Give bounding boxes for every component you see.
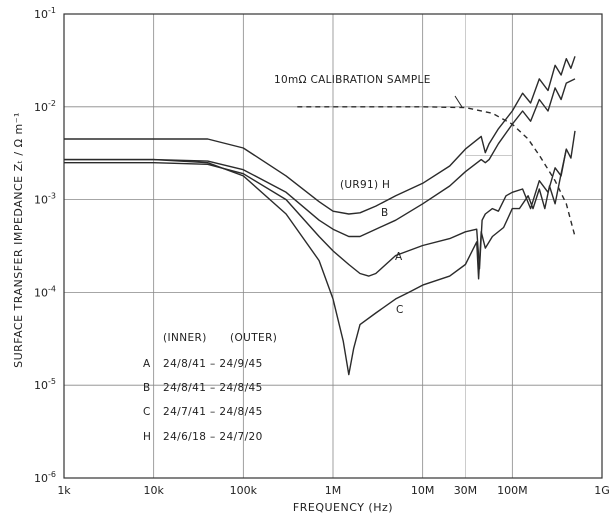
legend-key: A bbox=[143, 358, 151, 370]
series-line-c bbox=[64, 148, 567, 376]
plot-border bbox=[63, 13, 603, 479]
series-line-b bbox=[64, 78, 576, 238]
series-line-h bbox=[64, 56, 576, 215]
x-tick-label: 10k bbox=[143, 484, 164, 497]
y-axis-label: SURFACE TRANSFER IMPEDANCE Zₜ / Ω m⁻¹ bbox=[12, 112, 25, 368]
legend-entry: 24/7/41 – 24/8/45 bbox=[163, 406, 263, 418]
x-axis-tick-labels: 1k 10k 100k 1M 10M 30M 100M 1G bbox=[57, 484, 609, 497]
y-tick-label: 10-5 bbox=[34, 377, 56, 392]
series-label-a: A bbox=[395, 251, 403, 263]
legend-entry: 24/8/41 – 24/8/45 bbox=[163, 382, 263, 394]
legend-entry: 24/8/41 – 24/9/45 bbox=[163, 358, 263, 370]
calibration-leader-line bbox=[454, 95, 463, 108]
legend-key: H bbox=[143, 431, 151, 443]
x-axis-label: FREQUENCY (Hz) bbox=[293, 501, 393, 514]
y-tick-label: 10-1 bbox=[34, 6, 56, 21]
plot-frame bbox=[63, 13, 603, 479]
y-tick-label: 10-4 bbox=[34, 284, 56, 299]
calibration-label: 10mΩ CALIBRATION SAMPLE bbox=[274, 74, 431, 86]
series-label-b: B bbox=[381, 207, 389, 219]
legend: (INNER) (OUTER) A 24/8/41 – 24/9/45 B 24… bbox=[143, 332, 277, 443]
x-tick-label: 30M bbox=[454, 484, 478, 497]
calibration-line bbox=[297, 106, 576, 237]
y-tick-label: 10-6 bbox=[34, 470, 56, 485]
x-tick-label: 10M bbox=[411, 484, 435, 497]
legend-key: C bbox=[143, 406, 151, 418]
y-tick-label: 10-2 bbox=[34, 99, 56, 114]
x-tick-label: 100k bbox=[230, 484, 258, 497]
legend-entry: 24/6/18 – 24/7/20 bbox=[163, 431, 263, 443]
y-tick-label: 10-3 bbox=[34, 192, 56, 207]
x-tick-label: 1k bbox=[57, 484, 71, 497]
legend-header-inner: (INNER) bbox=[163, 332, 207, 344]
series-label-h: (UR91) H bbox=[340, 179, 390, 191]
series-label-c: C bbox=[396, 304, 404, 316]
x-tick-label: 100M bbox=[497, 484, 528, 497]
legend-header-outer: (OUTER) bbox=[230, 332, 277, 344]
x-tick-label: 1M bbox=[325, 484, 342, 497]
series-line-a bbox=[64, 130, 576, 277]
legend-key: B bbox=[143, 382, 151, 394]
x-tick-label: 1G bbox=[594, 484, 610, 497]
y-axis-tick-labels: 10-1 10-2 10-3 10-4 10-5 10-6 bbox=[34, 6, 56, 485]
curves bbox=[64, 56, 576, 376]
